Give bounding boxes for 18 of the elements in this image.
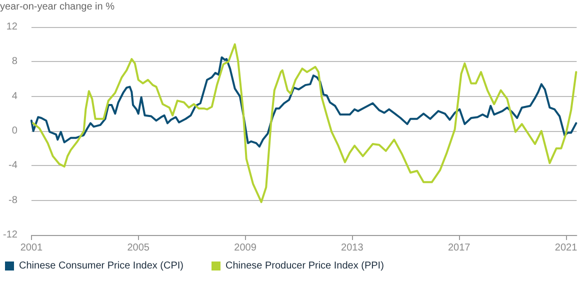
x-tick-label: 2001 — [20, 242, 44, 254]
y-tick-label: 8 — [12, 56, 18, 68]
y-tick-label: 4 — [12, 90, 18, 102]
line-series — [32, 43, 578, 204]
x-tick-label: 2009 — [234, 242, 257, 254]
y-tick-label: -4 — [8, 160, 18, 172]
y-tick-label: -8 — [8, 194, 18, 206]
legend-label: Chinese Consumer Price Index (CPI) — [19, 260, 184, 272]
legend-label: Chinese Producer Price Index (PPI) — [226, 260, 384, 272]
y-tick-label: -12 — [3, 230, 18, 240]
y-axis-title: year-on-year change in % — [0, 2, 115, 12]
x-tick-label: 2005 — [127, 242, 150, 254]
x-tick-label: 2013 — [341, 242, 364, 254]
y-tick-label: 0 — [12, 126, 18, 136]
x-tick-label: 2017 — [448, 242, 471, 254]
y-tick-label: 12 — [6, 22, 18, 32]
x-tick-label: 2021 — [554, 242, 578, 254]
line-series — [30, 56, 578, 148]
